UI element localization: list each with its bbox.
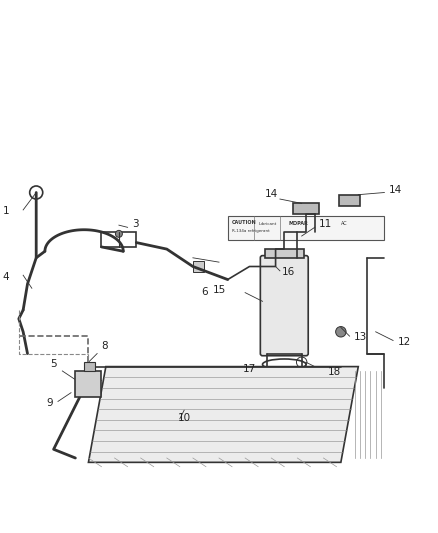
Bar [84, 362, 95, 371]
Text: 11: 11 [319, 220, 332, 229]
Text: 4: 4 [3, 271, 9, 281]
Text: 15: 15 [212, 285, 226, 295]
Text: 16: 16 [282, 267, 295, 277]
Text: 18: 18 [328, 367, 341, 377]
Bar [75, 371, 102, 397]
Polygon shape [88, 367, 358, 462]
Text: MOPAR: MOPAR [289, 221, 308, 226]
Text: 1: 1 [3, 206, 9, 216]
Text: lubricant: lubricant [258, 222, 276, 226]
Text: R-134a refrigerant: R-134a refrigerant [232, 229, 270, 233]
Bar [102, 232, 136, 247]
Text: CAUTION: CAUTION [232, 220, 257, 224]
Text: 9: 9 [46, 398, 53, 408]
Text: 14: 14 [265, 189, 278, 199]
FancyBboxPatch shape [260, 256, 308, 356]
Text: 14: 14 [389, 184, 402, 195]
Text: AC: AC [341, 221, 347, 226]
Bar [228, 216, 385, 240]
Bar [193, 261, 204, 272]
Text: 6: 6 [201, 287, 208, 297]
Text: 13: 13 [354, 333, 367, 343]
Text: 12: 12 [397, 337, 411, 347]
Text: 17: 17 [243, 364, 256, 374]
Bar [339, 195, 360, 206]
Text: 3: 3 [132, 220, 138, 229]
Bar [293, 204, 319, 214]
Circle shape [116, 230, 122, 237]
Circle shape [336, 327, 346, 337]
Text: 8: 8 [102, 341, 108, 351]
Text: 5: 5 [50, 359, 57, 369]
Text: 10: 10 [178, 413, 191, 423]
Bar [265, 249, 304, 258]
